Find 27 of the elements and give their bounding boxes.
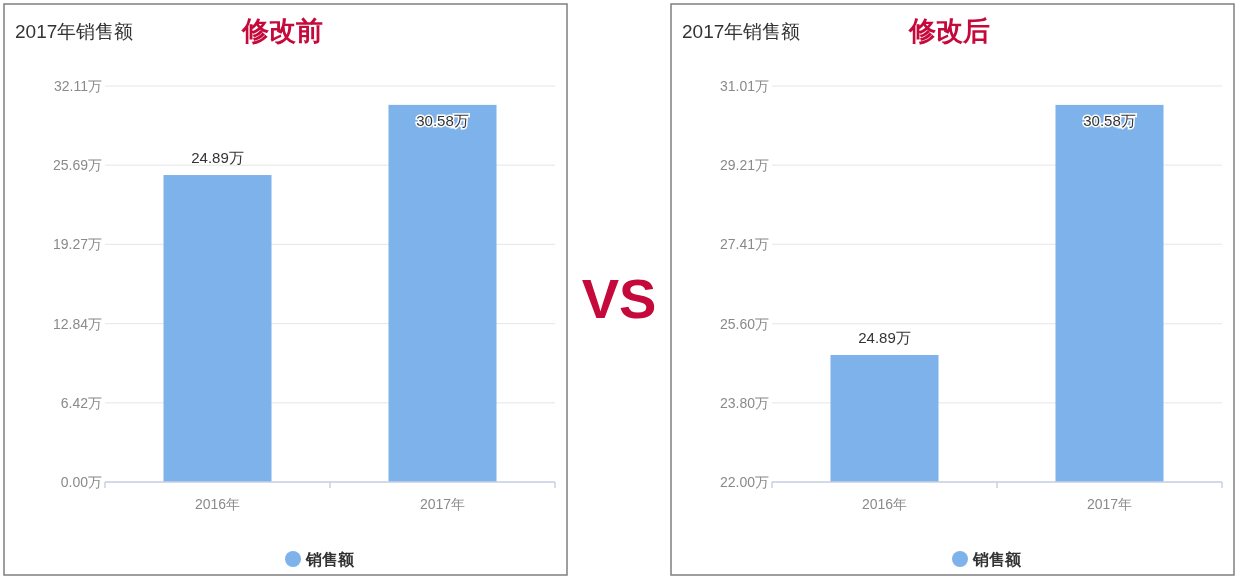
x-tick-label: 2016年 [194,496,241,512]
x-tick-label: 2017年 [419,496,466,512]
chart-subtitle: 修改后 [908,16,990,46]
y-tick-label: 6.42万 [60,394,102,411]
y-tick-label: 25.60万 [719,315,769,332]
data-label: 30.58万 [1083,111,1136,129]
y-tick-label: 22.00万 [719,473,769,490]
y-tick-label: 0.00万 [60,473,102,490]
chart-subtitle: 修改前 [241,16,323,46]
x-tick-label: 2017年 [1086,496,1133,512]
y-tick-label: 29.21万 [719,157,769,174]
data-label: 24.89万 [191,149,244,167]
y-tick-label: 32.11万 [54,77,102,94]
y-tick-label: 25.69万 [52,157,102,174]
y-tick-label: 12.84万 [52,315,102,332]
legend-label: 销售额 [305,550,355,568]
data-label: 24.89万 [858,328,911,346]
y-tick-label: 31.01万 [719,77,769,94]
y-tick-label: 27.41万 [719,236,769,253]
x-tick-label: 2016年 [861,496,908,512]
y-tick-label: 19.27万 [52,236,102,253]
chart-title: 2017年销售额 [682,21,801,42]
text: VS [581,266,657,330]
y-tick-label: 23.80万 [719,394,769,411]
chart-title: 2017年销售额 [15,21,134,42]
legend-label: 销售额 [972,550,1022,568]
data-label: 30.58万 [416,111,469,129]
